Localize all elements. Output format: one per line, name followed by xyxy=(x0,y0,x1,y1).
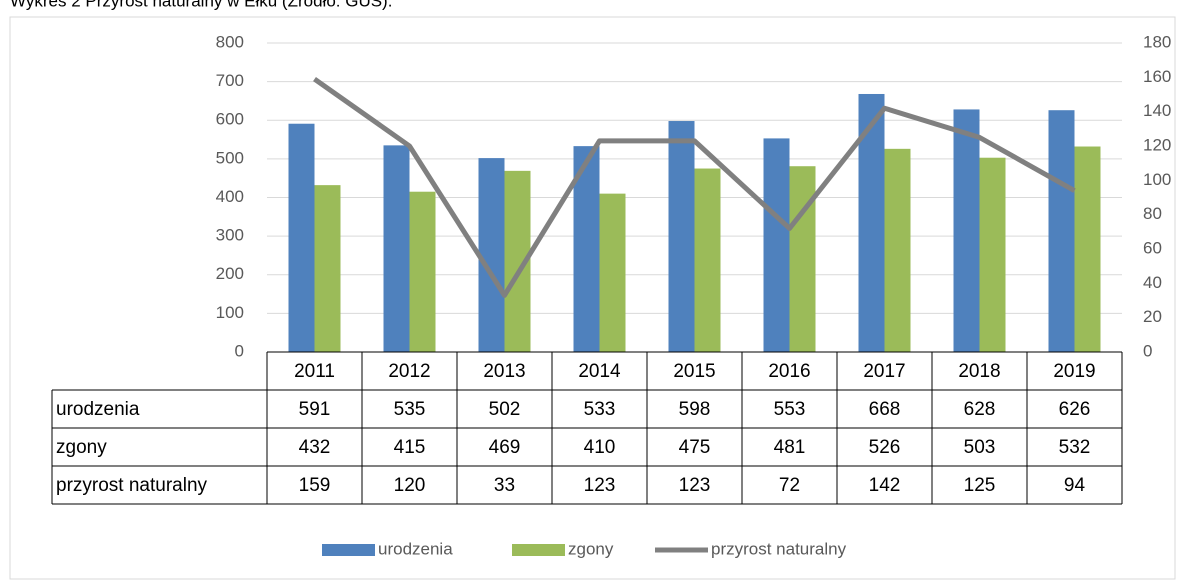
x-tick-label: 2013 xyxy=(483,361,525,382)
bar xyxy=(314,185,341,352)
table-cell: 432 xyxy=(299,437,331,458)
legend-label: urodzenia xyxy=(378,539,453,558)
y-tick-label: 500 xyxy=(216,148,244,167)
bar xyxy=(599,193,626,352)
table-cell: 502 xyxy=(489,399,521,420)
y-tick-label: 0 xyxy=(235,341,244,360)
row-label: zgony xyxy=(56,437,107,458)
table-cell: 142 xyxy=(869,475,901,496)
table-cell: 123 xyxy=(584,475,616,496)
line xyxy=(313,77,1076,298)
table-cell: 668 xyxy=(869,399,901,420)
table-cell: 159 xyxy=(299,475,331,496)
table-cell: 535 xyxy=(394,399,426,420)
caption: Wykres 2 Przyrost naturalny w Ełku (Źród… xyxy=(10,0,392,10)
x-tick-label: 2019 xyxy=(1053,361,1095,382)
y2-tick-label: 140 xyxy=(1143,101,1171,120)
table-cell: 123 xyxy=(679,475,711,496)
y-tick-label: 300 xyxy=(216,226,244,245)
bar xyxy=(383,145,410,352)
y2-tick-label: 0 xyxy=(1143,341,1152,360)
x-tick-label: 2014 xyxy=(578,361,621,382)
table-cell: 415 xyxy=(394,437,426,458)
y2-tick-label: 60 xyxy=(1143,238,1162,257)
table-cell: 469 xyxy=(489,437,521,458)
y2-tick-label: 180 xyxy=(1143,32,1171,51)
bar xyxy=(694,168,721,352)
y-tick-label: 800 xyxy=(216,32,244,51)
table-cell: 125 xyxy=(964,475,996,496)
x-tick-label: 2012 xyxy=(388,361,430,382)
table-cell: 598 xyxy=(679,399,711,420)
bar xyxy=(884,148,911,352)
table-cell: 33 xyxy=(494,475,515,496)
bar xyxy=(1048,110,1075,353)
y-tick-label: 200 xyxy=(216,264,244,283)
bar xyxy=(979,157,1006,352)
table-cell: 481 xyxy=(774,437,806,458)
table-cell: 553 xyxy=(774,399,806,420)
y-tick-label: 400 xyxy=(216,187,244,206)
table-cell: 120 xyxy=(394,475,426,496)
table-cell: 628 xyxy=(964,399,996,420)
x-tick-label: 2011 xyxy=(294,361,335,382)
y2-tick-label: 100 xyxy=(1143,170,1171,189)
y2-tick-label: 40 xyxy=(1143,273,1162,292)
table-cell: 526 xyxy=(869,437,901,458)
x-tick-label: 2017 xyxy=(863,361,905,382)
bar xyxy=(668,121,695,353)
row-label: urodzenia xyxy=(56,399,140,420)
table-cell: 410 xyxy=(584,437,616,458)
chart-border xyxy=(9,16,1176,580)
y2-tick-label: 20 xyxy=(1143,307,1162,326)
table-cell: 533 xyxy=(584,399,616,420)
bar xyxy=(763,138,790,352)
x-tick-label: 2018 xyxy=(958,361,1000,382)
table-cell: 591 xyxy=(299,399,331,420)
x-tick-label: 2015 xyxy=(673,361,715,382)
legend-label: przyrost naturalny xyxy=(711,539,847,558)
y-tick-label: 100 xyxy=(216,303,244,322)
bar xyxy=(478,158,505,352)
bar xyxy=(288,123,315,352)
bar xyxy=(1074,146,1101,352)
table-cell: 626 xyxy=(1059,399,1091,420)
table-cell: 72 xyxy=(779,475,800,496)
table-cell: 94 xyxy=(1064,475,1086,496)
y2-tick-label: 80 xyxy=(1143,204,1162,223)
bar xyxy=(789,166,816,352)
legend-swatch xyxy=(512,544,565,556)
y2-tick-label: 120 xyxy=(1143,135,1171,154)
legend-label: zgony xyxy=(568,539,614,558)
bar xyxy=(953,109,980,352)
table-cell: 503 xyxy=(964,437,996,458)
legend-swatch xyxy=(322,544,375,556)
y-tick-label: 700 xyxy=(216,71,244,90)
y2-tick-label: 160 xyxy=(1143,67,1171,86)
table-cell: 475 xyxy=(679,437,711,458)
y-tick-label: 600 xyxy=(216,110,244,129)
table-cell: 532 xyxy=(1059,437,1091,458)
x-tick-label: 2016 xyxy=(768,361,810,382)
bar xyxy=(409,191,436,352)
row-label: przyrost naturalny xyxy=(56,475,208,496)
